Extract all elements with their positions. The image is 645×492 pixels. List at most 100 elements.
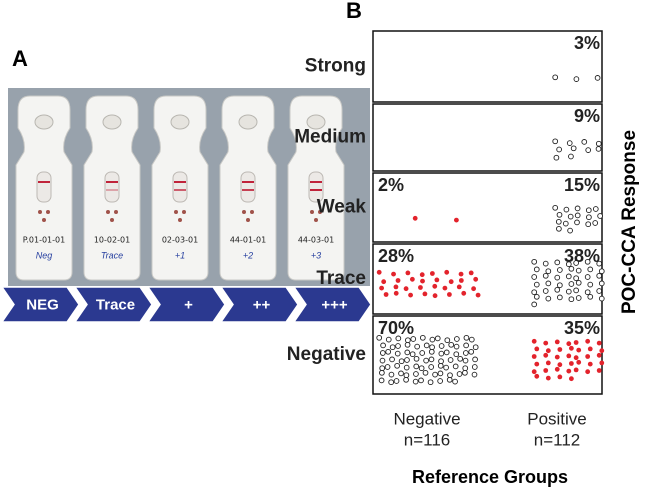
dot — [452, 363, 459, 370]
dot — [587, 266, 594, 273]
dot — [395, 278, 401, 283]
strip-id: 02-03-01 — [162, 236, 198, 245]
dot — [545, 348, 551, 354]
y-axis-title: POC-CCA Response — [619, 130, 640, 314]
dot — [533, 293, 540, 300]
dot — [468, 336, 475, 343]
dot — [556, 146, 562, 153]
row-label: Medium — [294, 127, 366, 148]
dot — [595, 146, 602, 152]
dot — [570, 145, 577, 152]
dot — [556, 211, 563, 218]
dot — [462, 369, 468, 376]
arrow — [73, 286, 153, 323]
strip-note: Trace — [101, 250, 123, 260]
dot — [456, 284, 462, 290]
dot-mark — [46, 210, 50, 214]
dot — [573, 260, 579, 266]
dot — [395, 343, 401, 349]
dot — [595, 140, 602, 147]
test-strip: 44-03-01 +3 — [287, 95, 345, 281]
row-label: Negative — [287, 344, 366, 365]
dot — [462, 365, 469, 372]
dot — [531, 369, 537, 375]
dot — [557, 362, 563, 368]
row-box — [372, 103, 603, 172]
dot — [587, 281, 594, 288]
dot — [531, 258, 538, 265]
percent-label: 15% — [564, 175, 600, 195]
dot — [531, 338, 537, 344]
dot — [554, 286, 561, 293]
arrow — [146, 286, 226, 323]
dot — [557, 347, 563, 352]
dot-cluster — [552, 204, 603, 234]
dot — [552, 138, 559, 145]
dot — [586, 214, 592, 221]
dot — [468, 348, 475, 355]
dot — [473, 276, 479, 282]
dot — [573, 275, 579, 282]
dot — [383, 292, 389, 297]
row-box — [372, 30, 603, 103]
dot-cluster — [376, 269, 481, 299]
dot-cluster — [552, 74, 601, 82]
arrow-row: NEG Trace + ++ +++ — [0, 286, 372, 323]
group-name: Positive — [527, 409, 587, 428]
dot — [585, 369, 591, 375]
arrow — [292, 286, 372, 323]
dot — [393, 284, 399, 290]
dot — [574, 219, 580, 226]
dot — [565, 273, 572, 280]
dot — [531, 301, 538, 308]
dot — [446, 376, 453, 383]
dot — [389, 356, 395, 363]
dot-cluster — [376, 334, 479, 386]
dot — [543, 352, 549, 358]
strip-id: 44-01-01 — [230, 236, 266, 245]
sample-well — [34, 114, 54, 130]
dot-mark — [250, 210, 254, 214]
percent-label: 28% — [378, 246, 414, 266]
dot — [563, 206, 570, 213]
dot — [562, 220, 569, 227]
dot-plot: Strong Medium Weak Trace Negative Negative n=1… — [287, 30, 605, 449]
dot — [573, 355, 579, 361]
dot — [438, 343, 445, 349]
dot — [393, 290, 399, 296]
percent-label: 70% — [378, 318, 414, 338]
dot — [596, 352, 602, 358]
dot — [381, 279, 387, 285]
panel-label: A — [12, 46, 28, 71]
row-box — [372, 315, 603, 395]
dot — [531, 289, 538, 296]
dot — [434, 335, 441, 342]
row-label: Strong — [305, 56, 366, 77]
dot — [573, 367, 579, 373]
dot — [584, 289, 591, 296]
dot-mark — [110, 218, 114, 222]
dot — [462, 357, 469, 364]
dot — [457, 355, 464, 362]
dot-mark — [38, 210, 42, 214]
test-strips: P.01-01-01 Neg 10-02-01 Trace 02-03-01 +1 44-0… — [15, 95, 345, 281]
dot — [453, 351, 460, 358]
dot — [581, 139, 588, 145]
dot — [438, 350, 445, 357]
dot — [557, 374, 563, 380]
dot — [531, 274, 538, 280]
dot — [585, 338, 591, 344]
dot — [404, 349, 411, 356]
dot — [452, 378, 458, 385]
dot — [443, 349, 450, 356]
dot — [471, 364, 478, 370]
dot — [545, 295, 552, 302]
strip-note: Neg — [36, 250, 53, 260]
dot — [419, 272, 425, 278]
dot — [394, 350, 401, 357]
dot — [542, 272, 549, 279]
percent-label: 38% — [564, 246, 600, 266]
dot — [468, 270, 474, 276]
percent-label: 3% — [574, 33, 600, 53]
